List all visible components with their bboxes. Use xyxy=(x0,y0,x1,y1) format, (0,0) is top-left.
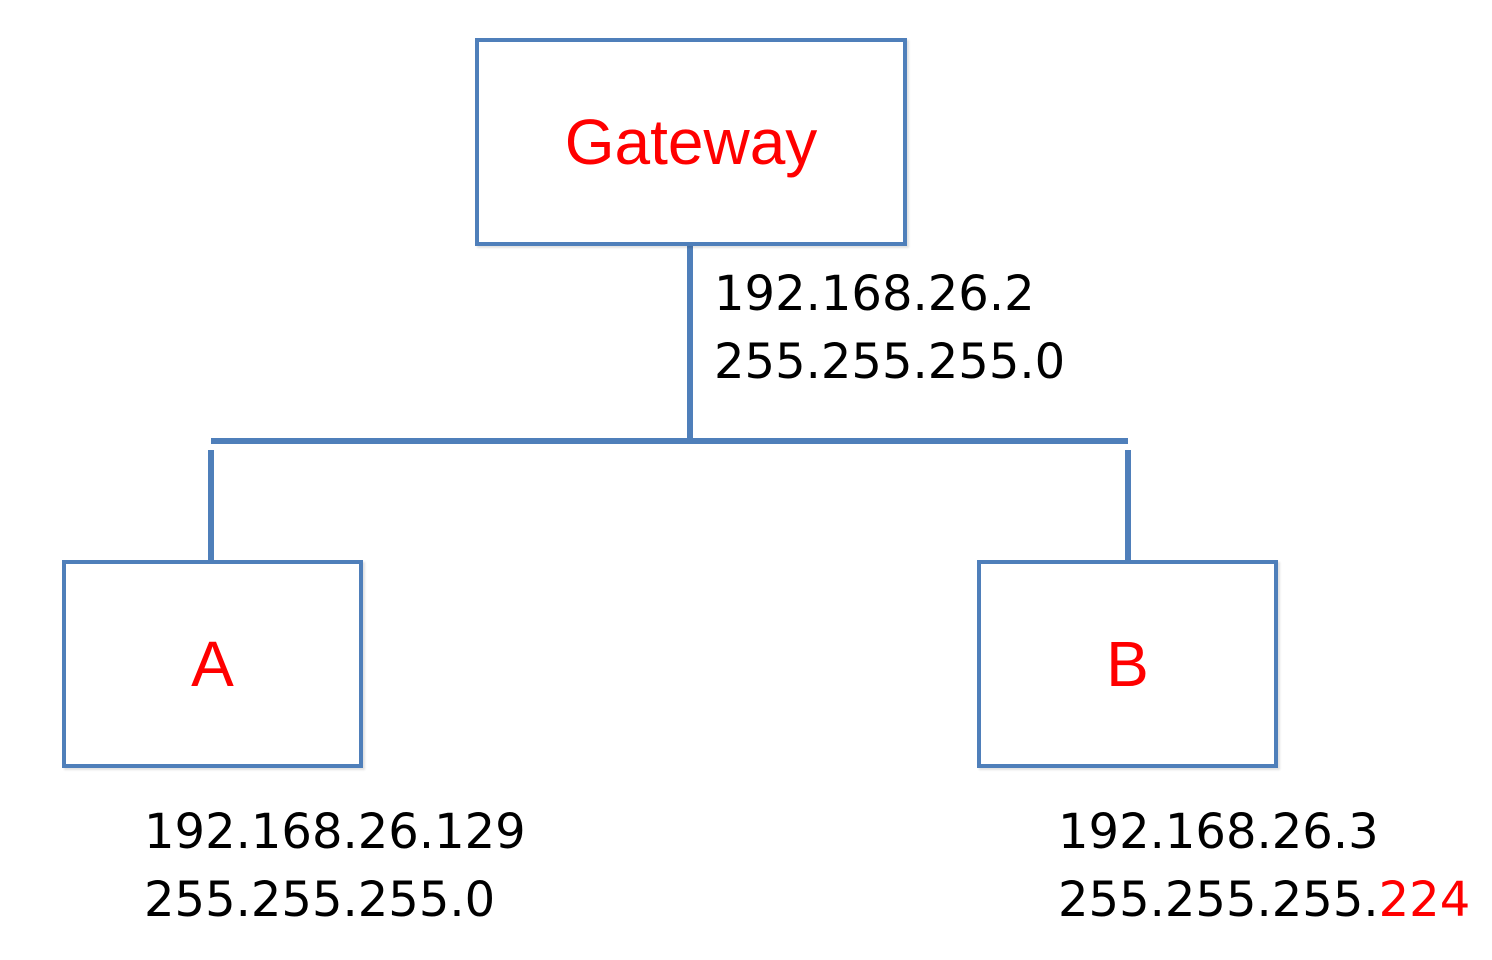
host-b-mask-prefix: 255.255.255. xyxy=(1058,872,1379,928)
gateway-mask: 255.255.255.0 xyxy=(714,334,1066,390)
gateway-node: Gateway xyxy=(475,38,907,246)
host-b-mask: 255.255.255.224 xyxy=(1058,866,1470,934)
host-b-mask-highlight: 224 xyxy=(1378,872,1471,928)
gateway-label: Gateway xyxy=(564,106,818,178)
gateway-ip: 192.168.26.2 xyxy=(714,266,1035,322)
host-a-label: A xyxy=(191,628,234,700)
host-a-address-block: 192.168.26.129 255.255.255.0 xyxy=(144,798,526,934)
host-a-node: A xyxy=(62,560,363,768)
host-b-ip: 192.168.26.3 xyxy=(1058,804,1379,860)
host-a-mask: 255.255.255.0 xyxy=(144,872,496,928)
host-a-ip: 192.168.26.129 xyxy=(144,804,526,860)
host-b-label: B xyxy=(1106,628,1149,700)
host-b-address-block: 192.168.26.3 255.255.255.224 xyxy=(1058,798,1470,934)
host-b-node: B xyxy=(977,560,1278,768)
gateway-address-block: 192.168.26.2 255.255.255.0 xyxy=(714,260,1065,396)
